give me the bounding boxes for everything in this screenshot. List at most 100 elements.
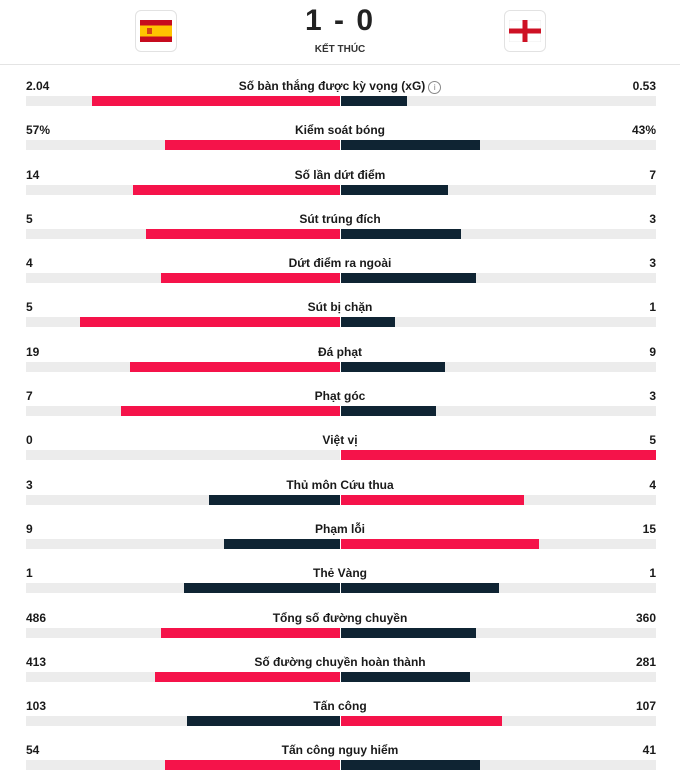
stat-bar-track bbox=[26, 583, 656, 594]
home-stat-value: 5 bbox=[26, 300, 33, 315]
stat-label-text: Sút bị chặn bbox=[307, 300, 373, 315]
away-stat-bar bbox=[341, 583, 499, 594]
away-stat-value: 1 bbox=[649, 566, 656, 581]
stat-label-text: Đá phạt bbox=[317, 344, 362, 359]
stat-label: Phạt góc bbox=[140, 389, 540, 403]
match-score: 1 - 0 bbox=[304, 4, 376, 37]
stat-label-text: Tấn công nguy hiểm bbox=[281, 743, 399, 758]
away-stat-bar bbox=[341, 184, 449, 195]
stat-label-text: Tổng số đường chuyền bbox=[272, 610, 408, 625]
stat-label-text: Phạm lỗi bbox=[314, 521, 365, 536]
match-status: KẾT THÚC bbox=[314, 44, 366, 55]
stat-bar-track bbox=[26, 538, 656, 549]
home-stat-bar bbox=[161, 273, 341, 284]
home-stat-value: 5 bbox=[26, 211, 33, 226]
away-stat-value: 281 bbox=[635, 654, 656, 669]
home-stat-bar bbox=[155, 671, 341, 682]
home-stat-bar bbox=[145, 228, 341, 239]
home-stat-value: 3 bbox=[26, 477, 33, 492]
stat-label: Tấn công bbox=[140, 699, 540, 713]
bar-center-divider bbox=[340, 406, 341, 417]
home-stat-value: 2.04 bbox=[26, 79, 50, 93]
stat-label: Dứt điểm ra ngoài bbox=[140, 256, 540, 270]
bar-center-divider bbox=[340, 96, 341, 106]
away-stat-value: 4 bbox=[649, 477, 656, 492]
info-icon[interactable]: i bbox=[428, 81, 442, 94]
away-stat-bar bbox=[341, 273, 477, 284]
bar-center-divider bbox=[340, 140, 341, 151]
away-stat-value: 43% bbox=[631, 123, 656, 138]
away-stat-value: 0.53 bbox=[632, 79, 656, 93]
stat-label-text: Tấn công bbox=[313, 699, 367, 714]
home-stat-bar bbox=[208, 494, 341, 505]
stat-label: Sút bị chặn bbox=[140, 300, 540, 314]
stat-bar-track bbox=[26, 140, 656, 151]
stat-label: Số đường chuyền hoàn thành bbox=[140, 655, 540, 669]
home-stat-value: 4 bbox=[26, 256, 33, 271]
away-stat-value: 3 bbox=[649, 389, 656, 404]
stat-row: 1 Thẻ Vàng 1 bbox=[0, 551, 680, 595]
stat-bar-track bbox=[26, 96, 656, 106]
stat-row: 57% Kiểm soát bóng 43% bbox=[0, 108, 680, 152]
stat-label-text: Thẻ Vàng bbox=[312, 566, 367, 581]
stat-row: 0 Việt vị 5 bbox=[0, 418, 680, 462]
home-stat-bar bbox=[92, 96, 341, 106]
stat-row: 4 Dứt điểm ra ngoài 3 bbox=[0, 241, 680, 285]
bar-center-divider bbox=[340, 184, 341, 195]
away-stat-bar bbox=[341, 494, 524, 505]
stat-row: 2.04 Số bàn thắng được kỳ vọng (xG) i 0.53 bbox=[0, 64, 680, 108]
stat-label: Việt vị bbox=[140, 433, 540, 447]
stat-row: 5 Sút trúng đích 3 bbox=[0, 197, 680, 241]
stat-label-text: Dứt điểm ra ngoài bbox=[288, 256, 392, 271]
away-stat-bar bbox=[341, 450, 656, 461]
home-stat-bar bbox=[79, 317, 341, 328]
stat-label-text: Số đường chuyền hoàn thành bbox=[254, 654, 426, 669]
stats-list: 2.04 Số bàn thắng được kỳ vọng (xG) i 0.53 5… bbox=[0, 64, 680, 773]
away-team-flag[interactable] bbox=[504, 10, 546, 52]
away-stat-bar bbox=[341, 228, 461, 239]
home-stat-bar bbox=[133, 184, 341, 195]
away-stat-bar bbox=[341, 671, 471, 682]
away-stat-bar bbox=[341, 538, 540, 549]
home-stat-value: 413 bbox=[26, 654, 47, 669]
stat-row: 103 Tấn công 107 bbox=[0, 684, 680, 728]
away-stat-bar bbox=[341, 406, 436, 417]
away-stat-value: 3 bbox=[649, 211, 656, 226]
stat-label-text: Thủ môn Cứu thua bbox=[286, 477, 394, 492]
bar-center-divider bbox=[340, 450, 341, 461]
home-stat-bar bbox=[183, 583, 341, 594]
stat-row: 19 Đá phạt 9 bbox=[0, 330, 680, 374]
stat-bar-track bbox=[26, 671, 656, 682]
stat-label: Kiểm soát bóng bbox=[140, 123, 540, 137]
home-stat-value: 14 bbox=[26, 167, 40, 182]
stat-bar-track bbox=[26, 494, 656, 505]
home-stat-bar bbox=[224, 538, 341, 549]
stat-bar-track bbox=[26, 361, 656, 372]
stat-label: Số lần dứt điểm bbox=[140, 168, 540, 182]
home-stat-value: 54 bbox=[26, 743, 40, 758]
bar-center-divider bbox=[340, 583, 341, 594]
stat-label-text: Kiểm soát bóng bbox=[294, 123, 385, 138]
stat-row: 413 Số đường chuyền hoàn thành 281 bbox=[0, 640, 680, 684]
bar-center-divider bbox=[340, 760, 341, 771]
spain-flag-icon bbox=[140, 20, 172, 42]
home-stat-value: 1 bbox=[26, 566, 33, 581]
home-stat-bar bbox=[164, 140, 341, 151]
away-stat-value: 1 bbox=[649, 300, 656, 315]
stat-row: 54 Tấn công nguy hiểm 41 bbox=[0, 728, 680, 772]
home-team-flag[interactable] bbox=[135, 10, 177, 52]
away-stat-bar bbox=[341, 760, 480, 771]
stat-label: Đá phạt bbox=[140, 345, 540, 359]
stat-label: Phạm lỗi bbox=[140, 522, 540, 536]
away-stat-value: 15 bbox=[642, 521, 656, 536]
away-stat-value: 107 bbox=[635, 699, 656, 714]
bar-center-divider bbox=[340, 627, 341, 638]
stat-bar-track bbox=[26, 273, 656, 284]
home-stat-value: 7 bbox=[26, 389, 33, 404]
home-stat-value: 19 bbox=[26, 344, 40, 359]
stat-label-text: Sút trúng đích bbox=[299, 211, 381, 226]
bar-center-divider bbox=[340, 494, 341, 505]
stat-label: Thẻ Vàng bbox=[140, 566, 540, 580]
home-stat-value: 486 bbox=[26, 610, 47, 625]
stat-row: 14 Số lần dứt điểm 7 bbox=[0, 153, 680, 197]
